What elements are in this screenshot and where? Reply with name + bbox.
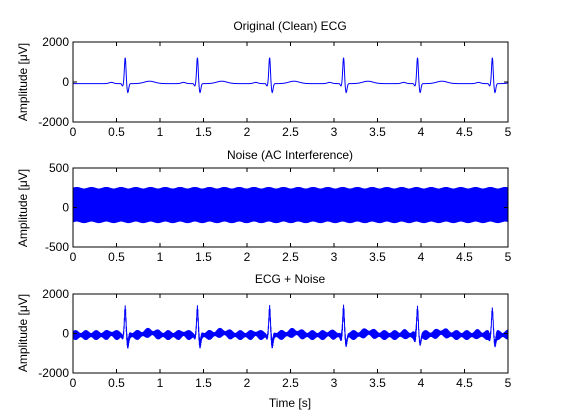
y-axis-label: Amplitude [μV] — [16, 169, 30, 247]
panel-title: ECG + Noise — [255, 272, 326, 286]
panel-title: Original (Clean) ECG — [233, 19, 346, 33]
x-tick-label: 4.5 — [456, 250, 473, 264]
x-tick-label: 0 — [70, 250, 77, 264]
x-tick-label: 2.5 — [282, 250, 299, 264]
x-tick-label: 4 — [418, 250, 425, 264]
y-tick-label: -2000 — [38, 115, 69, 129]
x-tick-label: 0.5 — [108, 250, 125, 264]
x-tick-label: 0.5 — [108, 376, 125, 390]
signal-line — [73, 304, 508, 349]
x-tick-label: 1.5 — [195, 250, 212, 264]
y-tick-label: 0 — [62, 201, 69, 215]
x-tick-label: 4 — [418, 376, 425, 390]
x-tick-label: 2 — [244, 250, 251, 264]
x-tick-label: 4.5 — [456, 376, 473, 390]
x-tick-label: 1 — [157, 250, 164, 264]
x-tick-label: 3 — [331, 376, 338, 390]
x-tick-label: 2.5 — [282, 125, 299, 139]
x-tick-label: 3 — [331, 125, 338, 139]
x-tick-label: 3.5 — [369, 250, 386, 264]
x-tick-label: 2.5 — [282, 376, 299, 390]
y-tick-label: 2000 — [42, 35, 69, 49]
x-tick-label: 0.5 — [108, 125, 125, 139]
x-tick-label: 3.5 — [369, 376, 386, 390]
x-tick-label: 5 — [505, 250, 512, 264]
y-tick-label: 0 — [62, 75, 69, 89]
x-tick-label: 0 — [70, 125, 77, 139]
x-tick-label: 1 — [157, 125, 164, 139]
ecg-noisy-panel: ECG + Noise Amplitude [μV] 0 0.5 1 1.5 2 2.5 3… — [16, 272, 512, 410]
signal-line — [73, 186, 508, 224]
x-tick-label: 3 — [331, 250, 338, 264]
x-axis-label: Time [s] — [269, 396, 311, 410]
y-tick-label: 2000 — [42, 287, 69, 301]
x-tick-label: 3.5 — [369, 125, 386, 139]
x-tick-label: 1.5 — [195, 376, 212, 390]
panel-title: Noise (AC Interference) — [227, 148, 353, 162]
y-tick-label: 0 — [62, 327, 69, 341]
x-tick-label: 2 — [244, 376, 251, 390]
x-tick-label: 0 — [70, 376, 77, 390]
x-tick-label: 1.5 — [195, 125, 212, 139]
y-tick-label: -500 — [45, 240, 69, 254]
x-tick-label: 4.5 — [456, 125, 473, 139]
x-tick-label: 5 — [505, 125, 512, 139]
x-tick-label: 1 — [157, 376, 164, 390]
ecg-clean-panel: Original (Clean) ECG Amplitude [μV] 0 0.5… — [16, 19, 512, 139]
y-tick-label: 500 — [49, 161, 69, 175]
ac-noise-panel: Noise (AC Interference) Amplitude [μV] 0… — [16, 148, 512, 264]
x-tick-label: 4 — [418, 125, 425, 139]
y-axis-label: Amplitude [μV] — [16, 43, 30, 121]
x-tick-label: 5 — [505, 376, 512, 390]
y-axis-label: Amplitude [μV] — [16, 294, 30, 372]
signal-line — [73, 57, 508, 94]
x-tick-label: 2 — [244, 125, 251, 139]
y-tick-label: -2000 — [38, 366, 69, 380]
